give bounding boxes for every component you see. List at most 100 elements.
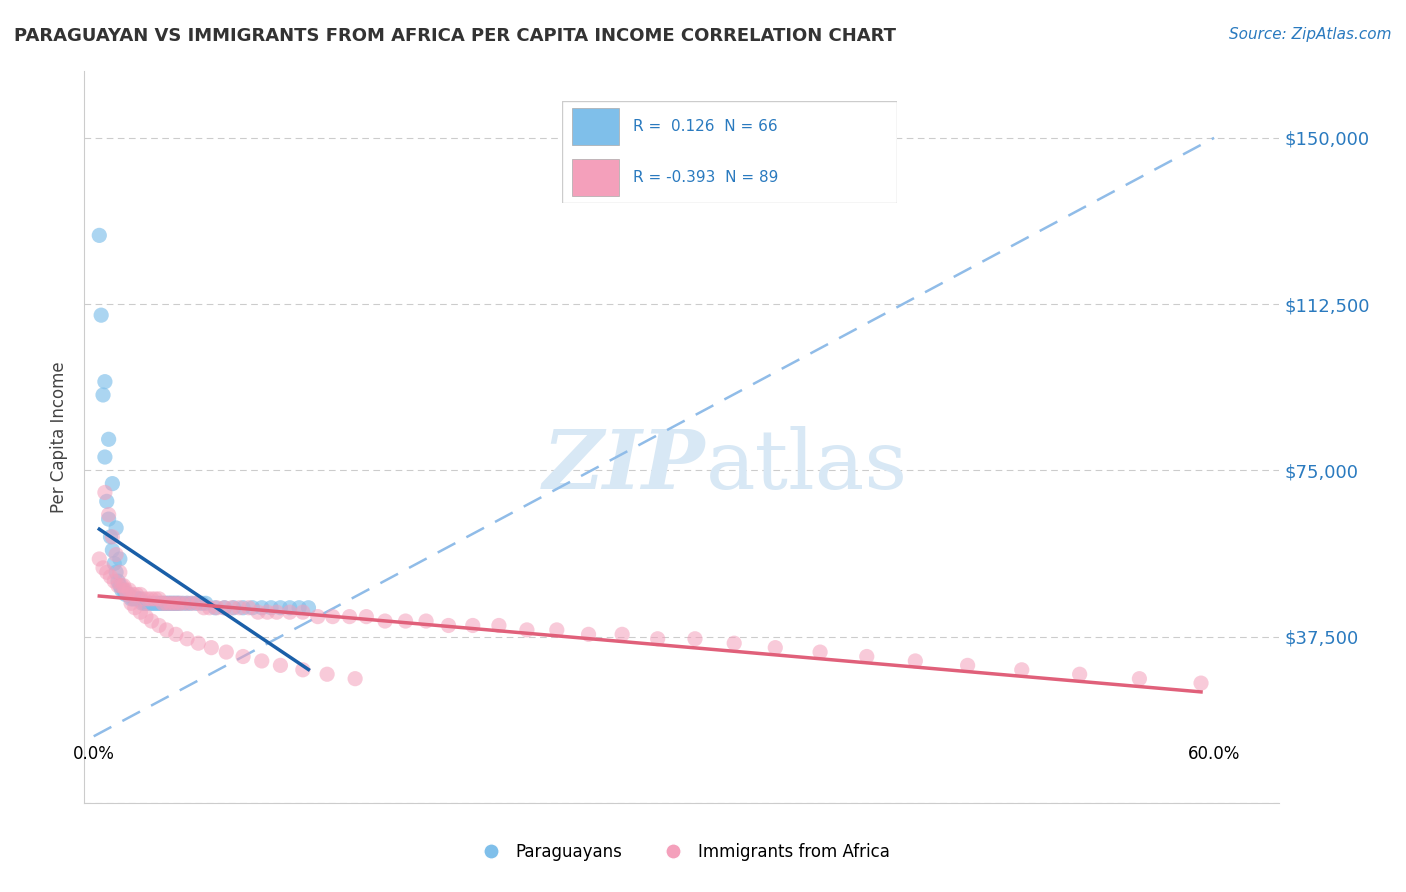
Text: 0.0%: 0.0%	[73, 745, 115, 764]
Point	[187, 636, 209, 650]
Point	[278, 600, 301, 615]
Point	[322, 609, 344, 624]
Point	[129, 591, 152, 606]
Point	[160, 596, 183, 610]
Point	[488, 618, 510, 632]
Point	[172, 596, 194, 610]
Point	[165, 627, 187, 641]
Point	[578, 627, 600, 641]
Point	[141, 596, 163, 610]
Point	[339, 609, 361, 624]
Point	[461, 618, 484, 632]
Point	[1069, 667, 1091, 681]
Point	[242, 600, 264, 615]
Point	[193, 600, 215, 615]
Point	[132, 596, 156, 610]
Point	[155, 623, 177, 637]
Point	[146, 596, 169, 610]
Point	[221, 600, 243, 615]
Point	[1011, 663, 1033, 677]
Point	[166, 596, 188, 610]
Point	[159, 596, 181, 610]
Point	[288, 600, 311, 615]
Point	[546, 623, 568, 637]
Point	[176, 596, 198, 610]
Point	[155, 596, 177, 610]
Point	[291, 663, 314, 677]
Point	[97, 512, 120, 526]
Point	[129, 587, 152, 601]
Point	[114, 582, 136, 597]
Point	[149, 596, 172, 610]
Point	[723, 636, 745, 650]
Point	[138, 596, 160, 610]
Point	[610, 627, 633, 641]
Point	[159, 596, 181, 610]
Point	[269, 600, 291, 615]
Point	[904, 654, 927, 668]
Point	[260, 600, 283, 615]
Point	[148, 596, 170, 610]
Point	[94, 450, 117, 464]
Point	[169, 596, 191, 610]
Point	[108, 552, 131, 566]
Point	[269, 658, 291, 673]
Point	[107, 578, 129, 592]
Point	[166, 596, 188, 610]
Y-axis label: Per Capita Income: Per Capita Income	[51, 361, 69, 513]
Point	[228, 600, 250, 615]
Point	[683, 632, 706, 646]
Point	[186, 596, 208, 610]
Point	[170, 596, 193, 610]
Point	[647, 632, 669, 646]
Point	[131, 596, 153, 610]
Point	[266, 605, 288, 619]
Point	[808, 645, 831, 659]
Point	[247, 605, 270, 619]
Point	[105, 566, 128, 580]
Point	[118, 582, 141, 597]
Point	[200, 640, 222, 655]
Point	[136, 591, 159, 606]
Point	[117, 587, 139, 601]
Point	[101, 530, 124, 544]
Point	[214, 600, 236, 615]
Point	[100, 530, 122, 544]
Point	[114, 587, 136, 601]
Point	[128, 591, 150, 606]
Point	[94, 485, 117, 500]
Text: ZIP: ZIP	[543, 426, 706, 507]
Point	[191, 596, 214, 610]
Point	[152, 596, 174, 610]
Point	[437, 618, 460, 632]
Point	[90, 308, 112, 322]
Point	[132, 591, 156, 606]
Point	[91, 561, 114, 575]
Point	[222, 600, 245, 615]
Point	[97, 432, 120, 446]
Point	[112, 582, 135, 597]
Point	[250, 654, 273, 668]
Point	[103, 574, 125, 589]
Point	[297, 600, 319, 615]
Point	[103, 557, 125, 571]
Point	[141, 591, 163, 606]
Point	[96, 566, 118, 580]
Point	[763, 640, 786, 655]
Point	[232, 600, 254, 615]
Point	[157, 596, 180, 610]
Point	[163, 596, 186, 610]
Point	[155, 596, 177, 610]
Text: 60.0%: 60.0%	[1188, 745, 1240, 764]
Point	[180, 596, 202, 610]
Text: PARAGUAYAN VS IMMIGRANTS FROM AFRICA PER CAPITA INCOME CORRELATION CHART: PARAGUAYAN VS IMMIGRANTS FROM AFRICA PER…	[14, 27, 896, 45]
Point	[278, 605, 301, 619]
Point	[516, 623, 538, 637]
Point	[122, 591, 145, 606]
Point	[152, 596, 174, 610]
Point	[105, 521, 128, 535]
Point	[117, 587, 139, 601]
Point	[143, 591, 166, 606]
Point	[356, 609, 378, 624]
Point	[105, 548, 128, 562]
